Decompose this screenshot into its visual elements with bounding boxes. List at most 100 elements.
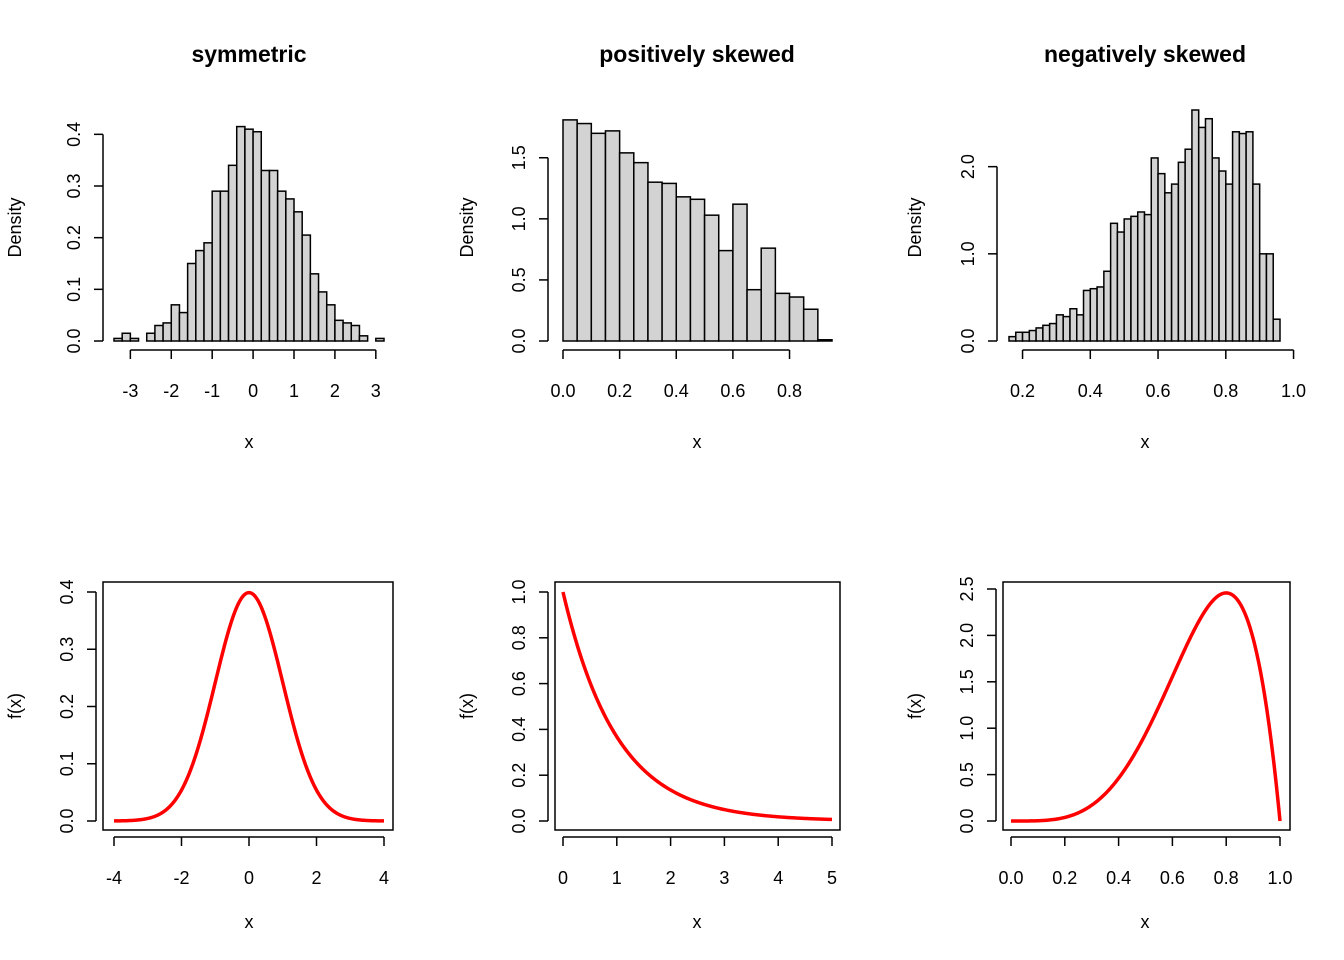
x-tick-label: 0	[248, 381, 258, 401]
histogram-bar	[717, 249, 734, 342]
y-axis-label: Density	[905, 197, 925, 257]
histogram-bar	[1150, 157, 1159, 342]
histogram-bar	[342, 322, 353, 342]
y-tick-label: 1.0	[958, 241, 978, 266]
y-tick-label: 0.1	[64, 277, 84, 302]
x-tick-label: 3	[719, 868, 729, 888]
histogram-bar	[760, 247, 777, 342]
histogram-bar	[1096, 286, 1105, 342]
chart-panel-6: 0.0 0.2 0.4 0.6 0.8 1.0 0.0 0.5 1.0 1.5 2.0 2.5 x f(x…	[905, 576, 1293, 932]
y-tick-label: 0.0	[509, 808, 529, 833]
x-tick-label: 0.6	[720, 381, 745, 401]
y-tick-label: 0.2	[509, 763, 529, 788]
histogram-bar	[252, 131, 263, 342]
histogram-bar	[121, 332, 132, 342]
histogram-bar	[1008, 335, 1017, 342]
histogram-bar	[285, 198, 295, 342]
x-axis-label: x	[693, 432, 702, 452]
histogram-bar	[1211, 157, 1220, 342]
histogram-bar	[1021, 331, 1031, 342]
y-tick-label: 0.4	[64, 122, 84, 147]
histogram-bar	[301, 234, 312, 342]
chart-title: positively skewed	[599, 41, 795, 67]
histogram-bar	[1130, 215, 1139, 342]
x-tick-label: 0.0	[998, 868, 1023, 888]
histogram-bar	[162, 322, 173, 342]
histogram-bar	[235, 125, 246, 342]
histogram-bar	[1170, 183, 1180, 342]
histogram-bar	[661, 182, 678, 342]
x-tick-label: 0	[558, 868, 568, 888]
histogram-bar	[244, 128, 254, 342]
histogram-bar	[590, 132, 607, 342]
x-axis-label: x	[1141, 432, 1150, 452]
histogram-bar	[1069, 307, 1078, 342]
y-tick-label: 0.4	[509, 717, 529, 742]
y-tick-label: 0.0	[64, 328, 84, 353]
histogram-bar	[1143, 213, 1153, 342]
histogram-bar	[1164, 192, 1173, 342]
histogram-bar	[1258, 253, 1268, 342]
x-tick-label: 2	[330, 381, 340, 401]
y-tick-label: 2.0	[958, 154, 978, 179]
histogram-bar	[186, 262, 197, 342]
histogram-bar	[1197, 126, 1207, 342]
histogram-bar	[1184, 148, 1193, 342]
histogram-bar	[113, 337, 123, 342]
x-tick-label: 1	[289, 381, 299, 401]
plot-frame	[102, 581, 394, 831]
histogram-bar	[1103, 270, 1112, 342]
x-tick-label: 1	[612, 868, 622, 888]
histogram-bar	[1157, 172, 1166, 342]
histogram-bar	[732, 203, 748, 342]
chart-panel-5: 0 1 2 3 4 5 0.0 0.2 0.4 0.6 0.8 1.0 x f(x)	[457, 579, 841, 932]
y-tick-label: 0.5	[509, 267, 529, 292]
histogram-bar	[1028, 329, 1037, 342]
y-tick-label: 0.1	[57, 751, 77, 776]
y-tick-label: 0.0	[509, 328, 529, 353]
y-tick-label: 0.0	[958, 328, 978, 353]
y-tick-label: 0.6	[509, 671, 529, 696]
histogram-bar	[358, 335, 369, 342]
histogram-bar	[219, 190, 230, 342]
histogram-bar	[788, 296, 805, 342]
histogram-bar	[618, 152, 635, 342]
x-tick-label: -4	[106, 868, 122, 888]
y-tick-label: 1.5	[957, 669, 977, 694]
histogram-bar	[1042, 324, 1051, 342]
histogram-bar	[1062, 315, 1071, 342]
histogram-bar	[350, 324, 361, 342]
histogram-bar	[703, 214, 720, 342]
y-tick-label: 0.3	[57, 637, 77, 662]
x-tick-label: 4	[379, 868, 389, 888]
y-tick-label: 0.0	[957, 808, 977, 833]
histogram-bar	[268, 169, 279, 342]
histogram-bar	[145, 332, 156, 342]
y-tick-label: 0.4	[57, 579, 77, 604]
x-tick-label: 0.8	[777, 381, 802, 401]
x-tick-label: 2	[666, 868, 676, 888]
y-tick-label: 1.0	[509, 206, 529, 231]
chart-title: symmetric	[191, 41, 306, 67]
y-axis-label: f(x)	[457, 693, 477, 719]
histogram-bar	[1076, 314, 1085, 342]
x-tick-label: 1.0	[1281, 381, 1306, 401]
histogram-bar	[774, 292, 791, 342]
histogram-bar	[1035, 327, 1044, 342]
chart-panel-1: symmetric -3 -2 -1 0 1 2 3 0.0 0.1 0.2 0.3 0.4 x Densi…	[5, 41, 385, 452]
x-tick-label: 4	[773, 868, 783, 888]
histogram-bar	[1048, 322, 1058, 342]
x-tick-label: 0.2	[607, 381, 632, 401]
density-curve	[561, 591, 833, 822]
x-tick-label: 0.4	[664, 381, 689, 401]
x-tick-label: 0	[244, 868, 254, 888]
histogram-bar	[375, 337, 385, 342]
histogram-bar	[1177, 161, 1186, 342]
y-axis-label: f(x)	[5, 693, 25, 719]
histogram-bar	[1238, 132, 1247, 342]
x-tick-label: 0.4	[1106, 868, 1131, 888]
histogram-bar	[129, 337, 140, 342]
x-tick-label: 5	[827, 868, 837, 888]
histogram-bar	[1136, 211, 1146, 342]
y-tick-label: 0.5	[957, 762, 977, 787]
